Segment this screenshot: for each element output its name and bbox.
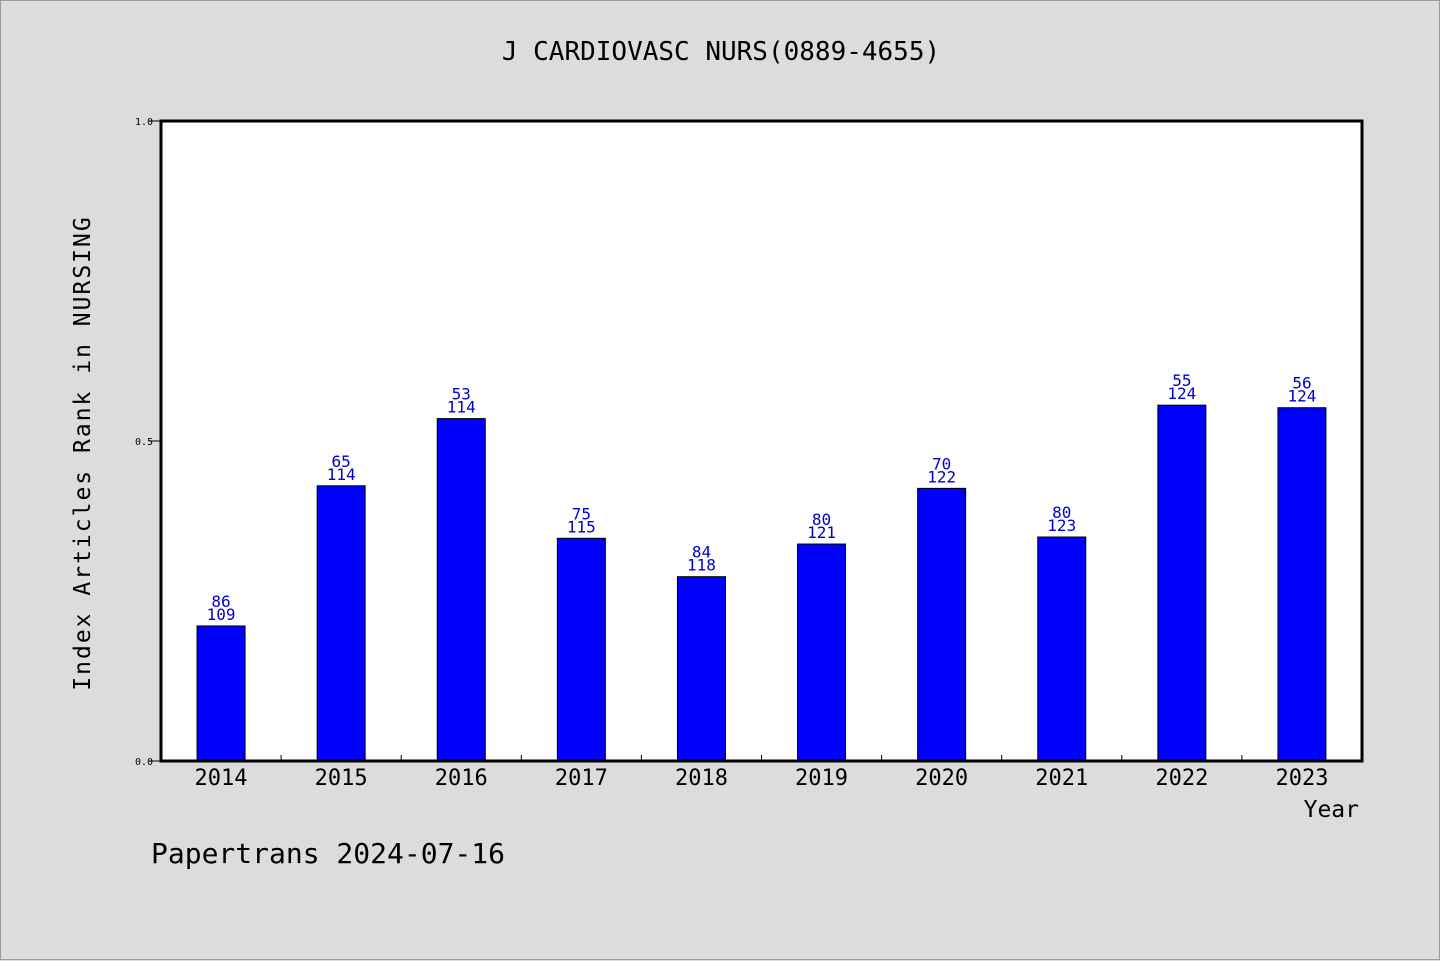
bar-rank-label: 75 <box>572 504 591 523</box>
x-tick-label: 2018 <box>675 766 728 791</box>
x-tick-label: 2023 <box>1275 766 1328 791</box>
x-tick-label: 2022 <box>1155 766 1208 791</box>
x-tick-label: 2014 <box>195 766 248 791</box>
x-tick-label: 2019 <box>795 766 848 791</box>
x-tick-label: 2020 <box>915 766 968 791</box>
bar <box>1277 407 1327 762</box>
bar <box>1157 404 1207 762</box>
bar-total-label: 109 <box>207 605 236 624</box>
bar-total-label: 115 <box>567 517 596 536</box>
bar-total-label: 122 <box>927 467 956 486</box>
bar-total-label: 118 <box>687 556 716 575</box>
bar-rank-label: 65 <box>332 452 351 471</box>
bar <box>316 485 366 762</box>
bar <box>436 418 486 762</box>
bar-total-label: 124 <box>1287 387 1316 406</box>
bar <box>196 625 246 762</box>
x-axis-label: Year <box>1303 797 1359 823</box>
x-tick-label: 2017 <box>555 766 608 791</box>
footer-watermark: Papertrans 2024-07-16 <box>151 837 506 870</box>
bar-rank-label: 84 <box>692 543 711 562</box>
bar <box>917 487 967 762</box>
bar-total-label: 114 <box>447 398 476 417</box>
bar-total-label: 123 <box>1047 516 1076 535</box>
bar-rank-label: 80 <box>1052 503 1071 522</box>
x-tick-label: 2016 <box>435 766 488 791</box>
plot-frame <box>159 119 1364 763</box>
bar <box>797 543 847 762</box>
bar-total-label: 121 <box>807 523 836 542</box>
bar <box>556 537 606 762</box>
bar <box>1037 536 1087 762</box>
x-tick-label: 2015 <box>315 766 368 791</box>
bar-total-label: 114 <box>327 465 356 484</box>
bar-total-label: 124 <box>1167 384 1196 403</box>
bar-rank-label: 56 <box>1292 374 1311 393</box>
y-tick-label: 1.0 <box>135 117 153 128</box>
bar-rank-label: 55 <box>1172 371 1191 390</box>
y-tick-label: 0.0 <box>135 757 153 768</box>
bar-rank-label: 70 <box>932 454 951 473</box>
bar <box>676 576 726 762</box>
x-tick-label: 2021 <box>1035 766 1088 791</box>
y-tick-label: 0.5 <box>135 437 153 448</box>
bar-rank-label: 86 <box>211 592 230 611</box>
bar-rank-label: 53 <box>452 385 471 404</box>
chart-title: J CARDIOVASC NURS(0889-4655) <box>501 37 941 67</box>
bar-rank-label: 80 <box>812 510 831 529</box>
